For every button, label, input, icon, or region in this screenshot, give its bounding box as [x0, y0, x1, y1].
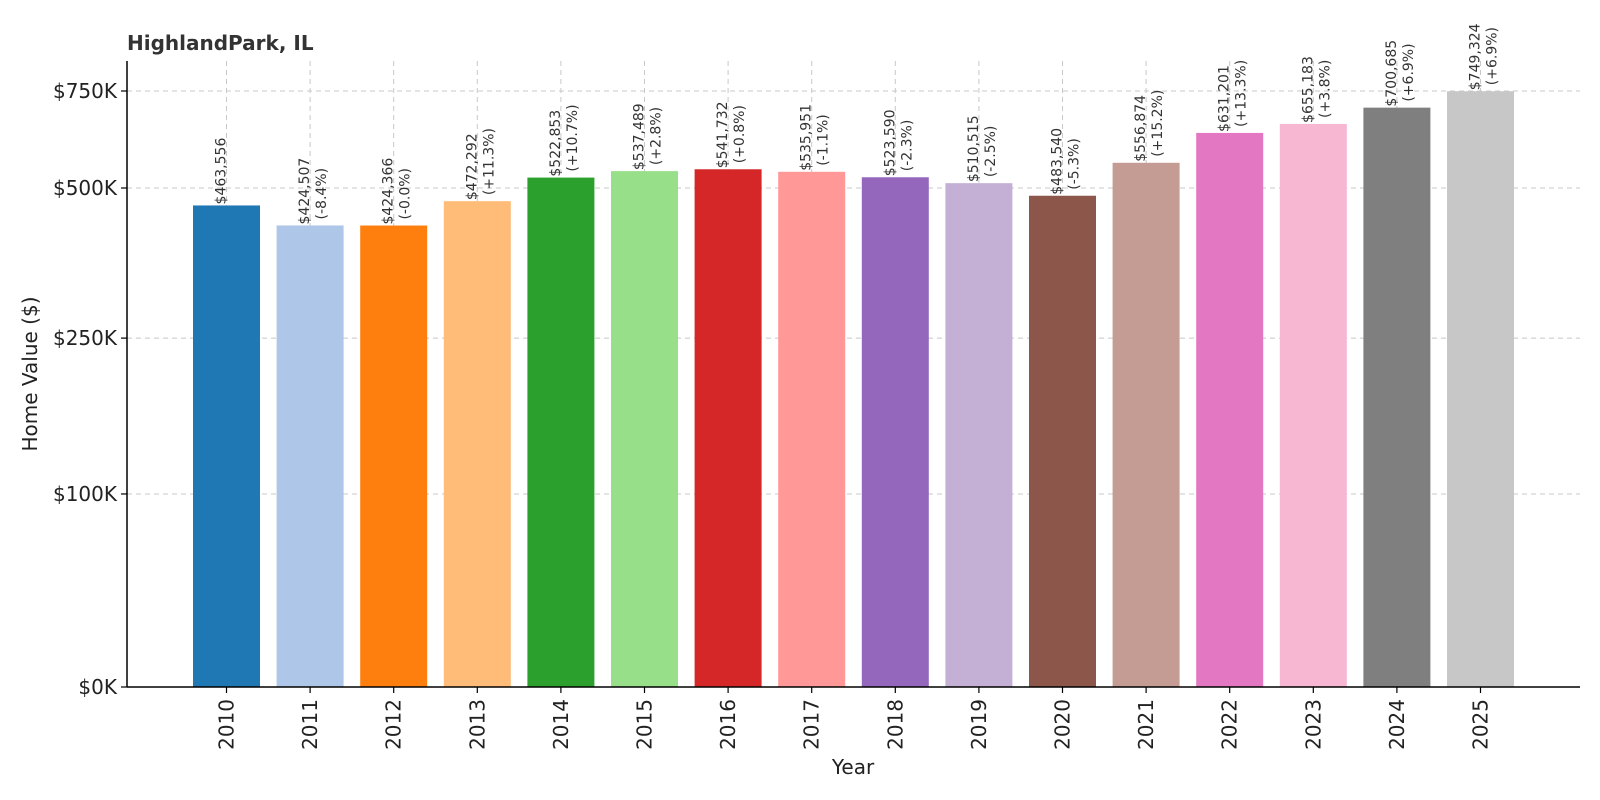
bar-2022 [1196, 132, 1264, 688]
value-label: $556,874 [1133, 95, 1149, 162]
y-ticks: $0K $100K $250K $500K $750K [53, 79, 127, 699]
x-tick-label: 2024 [1385, 699, 1409, 750]
change-label: (+11.3%) [481, 128, 497, 195]
change-label: (+2.8%) [649, 107, 665, 165]
bar-2013 [443, 201, 511, 687]
value-label: $424,366 [381, 158, 397, 225]
change-label: (+3.8%) [1317, 60, 1333, 118]
x-tick-label: 2019 [967, 699, 991, 750]
bar-2020 [1029, 195, 1096, 687]
bar-2011 [276, 225, 344, 687]
x-tick-label: 2022 [1218, 699, 1242, 750]
bar-2012 [360, 225, 428, 687]
value-label: $749,324 [1468, 23, 1484, 90]
value-label: $631,201 [1217, 65, 1233, 132]
x-tick-label: 2010 [215, 699, 239, 750]
bar-2023 [1279, 123, 1347, 688]
change-label: (-8.4%) [314, 168, 330, 220]
x-tick-label: 2012 [382, 699, 406, 750]
change-label: (-2.3%) [899, 120, 915, 172]
change-label: (+15.2%) [1150, 90, 1166, 157]
x-tick-label: 2015 [633, 699, 657, 750]
value-label: $535,951 [799, 104, 815, 171]
grid-lines [127, 61, 1580, 687]
bar-2017 [778, 171, 846, 687]
change-label: (-2.5%) [983, 126, 999, 178]
value-label: $537,489 [632, 103, 648, 170]
bar-2018 [861, 177, 929, 687]
value-label: $463,556 [214, 138, 230, 205]
y-tick-label: $750K [53, 79, 118, 103]
value-label: $522,853 [548, 110, 564, 177]
x-tick-label: 2011 [298, 699, 322, 750]
change-label: (-1.1%) [816, 114, 832, 166]
y-tick-label: $100K [53, 482, 118, 506]
change-label: (-0.0%) [398, 168, 414, 220]
y-tick-label: $500K [53, 176, 118, 200]
value-label: $655,183 [1300, 56, 1316, 123]
value-label: $472,292 [464, 133, 480, 200]
bars [193, 91, 1514, 688]
x-tick-label: 2025 [1469, 699, 1493, 750]
change-label: (-5.3%) [1067, 138, 1083, 190]
x-tick-label: 2016 [716, 699, 740, 750]
value-label: $523,590 [882, 109, 898, 176]
x-tick-label: 2021 [1134, 699, 1158, 750]
y-axis-label: Home Value ($) [18, 296, 42, 451]
bar-2025 [1447, 91, 1514, 688]
change-label: (+10.7%) [565, 104, 581, 171]
chart-title: HighlandPark, IL [127, 31, 314, 55]
x-tick-label: 2023 [1301, 699, 1325, 750]
value-label: $483,540 [1050, 128, 1066, 195]
change-label: (+6.9%) [1485, 27, 1501, 85]
value-label: $424,507 [297, 158, 313, 225]
bar-2024 [1363, 107, 1431, 687]
change-label: (+13.3%) [1234, 60, 1250, 127]
bar-2015 [611, 171, 678, 688]
bar-2014 [527, 177, 595, 687]
y-tick-label: $0K [78, 675, 117, 699]
bar-2021 [1112, 162, 1180, 687]
change-label: (+0.8%) [732, 105, 748, 163]
x-tick-label: 2020 [1051, 699, 1075, 750]
bar-2010 [193, 205, 260, 687]
bar-2016 [694, 169, 762, 688]
x-tick-label: 2014 [549, 699, 573, 750]
axes [126, 61, 1580, 688]
bar-2019 [945, 183, 1013, 687]
value-label: $541,732 [715, 101, 731, 168]
x-tick-label: 2017 [800, 699, 824, 750]
value-label: $700,685 [1384, 40, 1400, 107]
x-ticks: 2010 2011 2012 2013 2014 2015 2016 2017 2018 2019… [215, 687, 1493, 750]
x-tick-label: 2018 [883, 699, 907, 750]
y-tick-label: $250K [53, 326, 118, 350]
data-labels: $463,556 $424,507 (-8.4%) $424,366 (-0.0%) $4… [214, 23, 1501, 224]
value-label: $510,515 [966, 115, 982, 182]
change-label: (+6.9%) [1401, 43, 1417, 101]
x-tick-label: 2013 [465, 699, 489, 750]
x-axis-label: Year [831, 755, 875, 779]
